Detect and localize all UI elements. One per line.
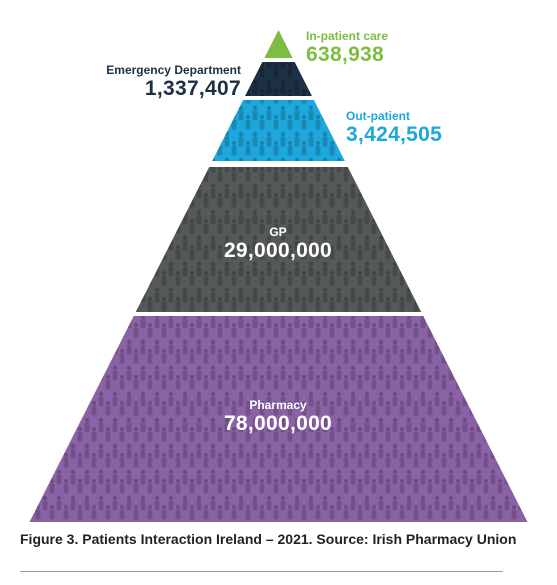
tier-name-in-patient: In-patient care bbox=[306, 29, 389, 43]
crowd-texture-emergency bbox=[245, 62, 312, 96]
tier-value-pharmacy: 78,000,000 bbox=[223, 412, 333, 435]
label-gp: GP 29,000,000 bbox=[178, 225, 378, 262]
tier-name-pharmacy: Pharmacy bbox=[249, 398, 307, 412]
crowd-texture-pharmacy bbox=[29, 316, 528, 522]
tier-value-in-patient: 638,938 bbox=[306, 43, 385, 66]
figure-caption: Figure 3. Patients Interaction Ireland –… bbox=[20, 531, 517, 547]
label-in-patient: In-patient care 638,938 bbox=[306, 29, 388, 66]
pyramid-tier-in-patient bbox=[264, 30, 293, 58]
tier-name-gp: GP bbox=[269, 225, 287, 239]
label-emergency: Emergency Department 1,337,407 bbox=[106, 63, 241, 100]
tier-value-out-patient: 3,424,505 bbox=[346, 123, 443, 146]
tier-value-emergency: 1,337,407 bbox=[144, 77, 241, 100]
crowd-texture-gp bbox=[135, 167, 422, 312]
tier-value-gp: 29,000,000 bbox=[223, 239, 333, 262]
crowd-texture-out-patient bbox=[212, 100, 345, 161]
pyramid-chart bbox=[29, 30, 528, 522]
caption-divider bbox=[20, 571, 503, 572]
label-pharmacy: Pharmacy 78,000,000 bbox=[178, 398, 378, 435]
tier-name-out-patient: Out-patient bbox=[346, 109, 410, 123]
label-out-patient: Out-patient 3,424,505 bbox=[346, 109, 442, 146]
tier-name-emergency: Emergency Department bbox=[106, 63, 241, 77]
